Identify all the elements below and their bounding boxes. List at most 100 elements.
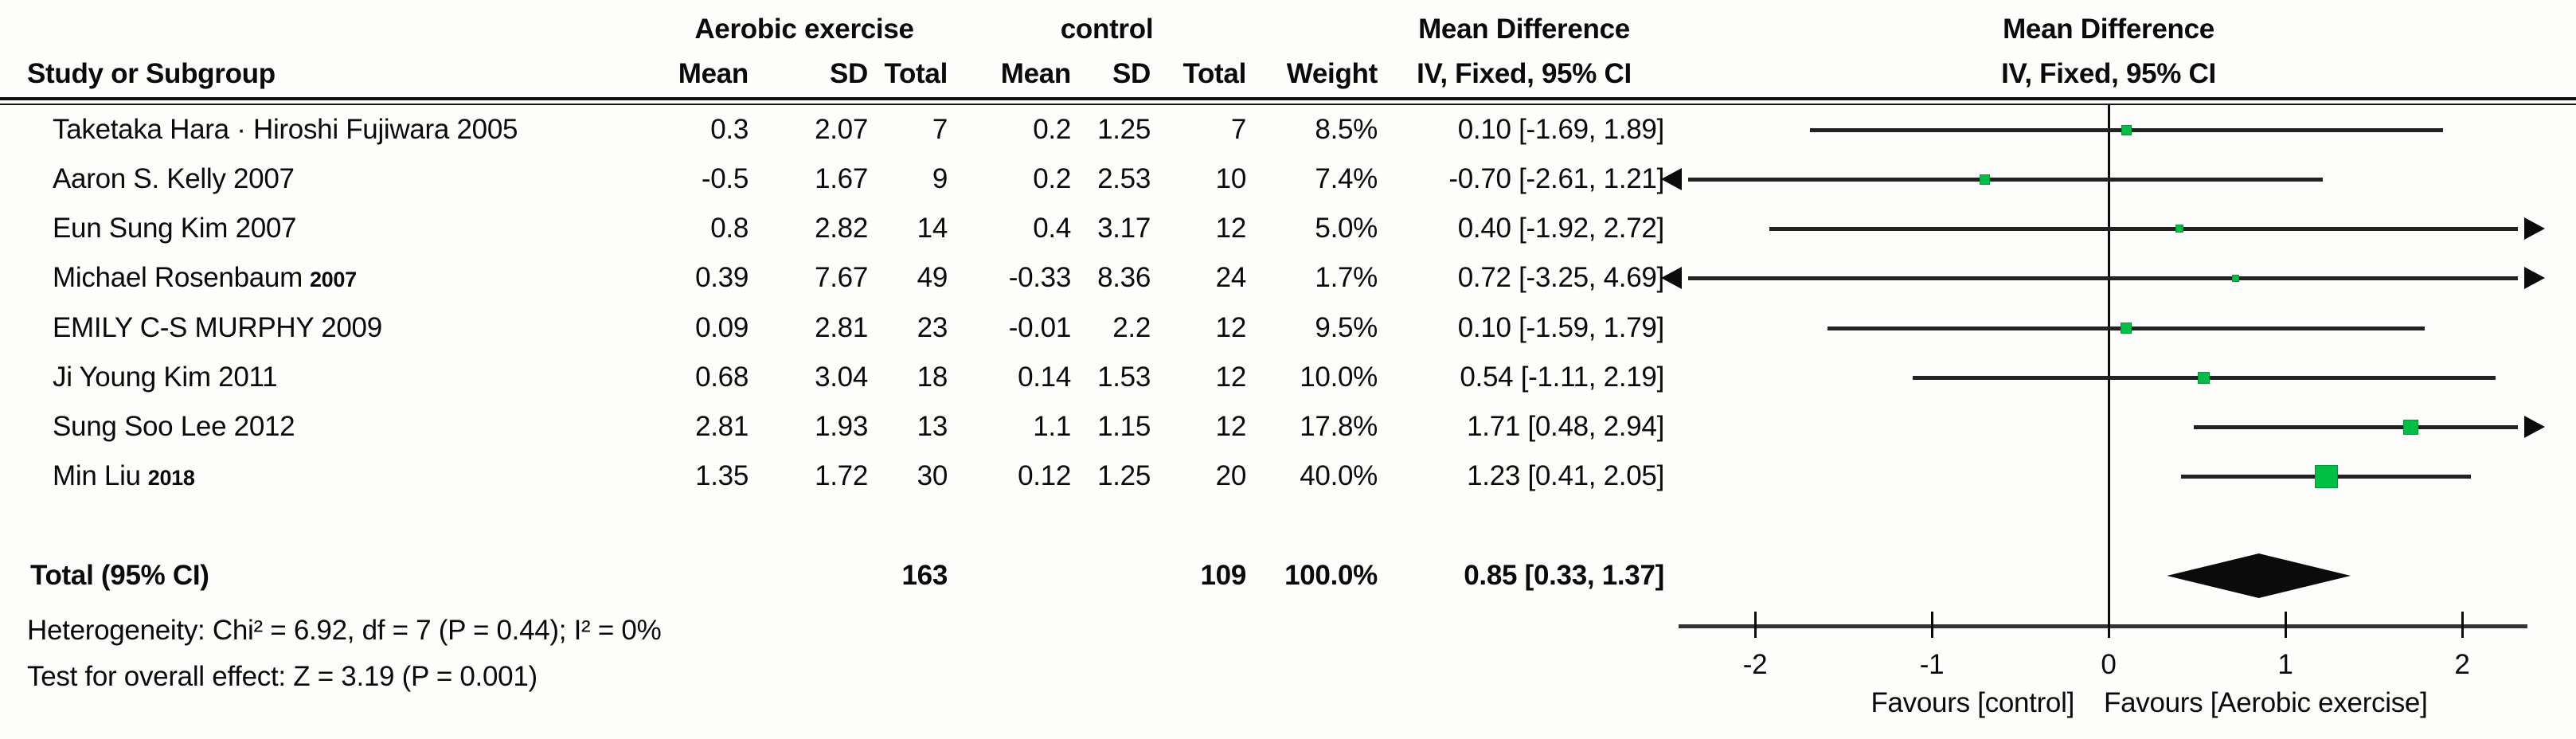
ci-line — [1769, 226, 2518, 231]
weight-square-marker — [2403, 419, 2419, 435]
mean2-value: -0.01 — [1008, 312, 1072, 343]
total2-value: 12 — [1215, 411, 1247, 442]
group1-mean-header: Mean — [678, 58, 749, 89]
weight-value: 40.0% — [1300, 460, 1378, 491]
ci-arrow-left-icon — [1661, 267, 1682, 289]
axis-tick-label: -1 — [1919, 649, 1945, 680]
weight-square-marker — [2232, 274, 2240, 282]
study-label: Ji Young Kim 2011 — [53, 362, 278, 393]
ci-value: 1.23 [0.41, 2.05] — [1467, 460, 1664, 491]
sd2-value: 2.2 — [1112, 312, 1151, 343]
study-label: Taketaka Hara · Hiroshi Fujiwara 2005 — [53, 114, 518, 145]
group2-mean-header: Mean — [1000, 58, 1072, 89]
mean2-value: 0.2 — [1033, 114, 1071, 145]
mean1-value: 0.8 — [710, 213, 749, 244]
study-label: EMILY C-S MURPHY 2009 — [53, 312, 382, 343]
sd1-value: 3.04 — [815, 362, 868, 393]
axis-tick-label: 2 — [2454, 649, 2470, 680]
sd2-value: 1.25 — [1097, 114, 1151, 145]
weight-square-marker — [2121, 323, 2132, 334]
axis-tick — [1930, 612, 1933, 638]
mean2-value: 0.4 — [1033, 213, 1071, 244]
sd2-value: 1.15 — [1097, 411, 1151, 442]
table-row: Taketaka Hara · Hiroshi Fujiwara 2005 0.… — [0, 111, 2576, 148]
weight-square-marker — [1980, 174, 1991, 185]
mean1-value: 0.09 — [695, 312, 749, 343]
axis-tick — [2461, 612, 2464, 638]
axis-tick-label: -2 — [1742, 649, 1768, 680]
total2-value: 12 — [1215, 312, 1247, 343]
overall-effect-stat: Test for overall effect: Z = 3.19 (P = 0… — [27, 661, 537, 692]
sd1-value: 2.07 — [815, 114, 868, 145]
ci-line — [1688, 177, 2323, 182]
weight-value: 7.4% — [1315, 163, 1378, 194]
sd1-value: 7.67 — [815, 262, 868, 293]
table-row: Michael Rosenbaum 2007 0.39 7.67 49 -0.33… — [0, 260, 2576, 296]
favours-left-label: Favours [control] — [1870, 687, 2074, 718]
table-row: Min Liu 2018 1.35 1.72 30 0.12 1.25 20 40… — [0, 458, 2576, 495]
mean2-value: 0.12 — [1018, 460, 1071, 491]
header-divider-rule — [0, 97, 2576, 105]
table-row: Aaron S. Kelly 2007 -0.5 1.67 9 0.2 2.53… — [0, 161, 2576, 197]
ci-value: 0.54 [-1.11, 2.19] — [1460, 362, 1664, 393]
sd1-value: 1.67 — [815, 163, 868, 194]
total1-value: 23 — [917, 312, 948, 343]
plot-title: Mean Difference — [2003, 14, 2214, 45]
weight-value: 1.7% — [1315, 262, 1378, 293]
mean1-value: -0.5 — [701, 163, 749, 194]
weight-value: 5.0% — [1315, 213, 1378, 244]
ci-value: 1.71 [0.48, 2.94] — [1467, 411, 1664, 442]
total1-value: 13 — [917, 411, 948, 442]
ci-arrow-right-icon — [2524, 267, 2545, 289]
table-row: Eun Sung Kim 2007 0.8 2.82 14 0.4 3.17 1… — [0, 210, 2576, 247]
total-ci: 0.85 [0.33, 1.37] — [1464, 560, 1664, 591]
axis-tick-label: 0 — [2101, 649, 2117, 680]
sd2-value: 2.53 — [1097, 163, 1151, 194]
axis-tick — [2284, 612, 2287, 638]
axis-tick-label: 1 — [2277, 649, 2293, 680]
group1-sd-header: SD — [829, 58, 868, 89]
total-label: Total (95% CI) — [30, 560, 209, 591]
weight-value: 17.8% — [1300, 411, 1378, 442]
study-label: Aaron S. Kelly 2007 — [53, 163, 295, 194]
study-column-header: Study or Subgroup — [27, 58, 276, 89]
mean1-value: 1.35 — [695, 460, 749, 491]
ci-value: 0.40 [-1.92, 2.72] — [1457, 213, 1665, 244]
sd1-value: 2.81 — [815, 312, 868, 343]
total2-value: 7 — [1230, 114, 1246, 145]
mean1-value: 0.68 — [695, 362, 749, 393]
axis-tick — [2107, 612, 2110, 638]
sd2-value: 1.25 — [1097, 460, 1151, 491]
mean1-value: 2.81 — [695, 411, 749, 442]
study-label: Sung Soo Lee 2012 — [53, 411, 295, 442]
mean2-value: 0.2 — [1033, 163, 1071, 194]
study-label: Min Liu 2018 — [53, 460, 195, 491]
sd2-value: 3.17 — [1097, 213, 1151, 244]
weight-value: 10.0% — [1300, 362, 1378, 393]
weight-square-marker — [2121, 124, 2132, 135]
mean1-value: 0.3 — [710, 114, 749, 145]
weight-square-marker — [2314, 464, 2338, 488]
ci-line — [1688, 276, 2518, 280]
favours-right-label: Favours [Aerobic exercise] — [2104, 687, 2428, 718]
total1-value: 30 — [917, 460, 948, 491]
sd2-value: 8.36 — [1097, 262, 1151, 293]
total-weight: 100.0% — [1284, 560, 1378, 591]
total1-value: 7 — [932, 114, 948, 145]
total2-value: 24 — [1215, 262, 1247, 293]
weight-square-marker — [2198, 371, 2211, 384]
axis-tick — [1753, 612, 1757, 638]
total2-value: 10 — [1215, 163, 1247, 194]
total-row: Total (95% CI) 163 109 100.0% 0.85 [0.33… — [0, 557, 2576, 594]
mean2-value: -0.33 — [1008, 262, 1072, 293]
total1-value: 18 — [917, 362, 948, 393]
ci-value: 0.10 [-1.59, 1.79] — [1457, 312, 1665, 343]
weight-value: 9.5% — [1315, 312, 1378, 343]
table-row: Sung Soo Lee 2012 2.81 1.93 13 1.1 1.15 … — [0, 409, 2576, 445]
sd1-value: 1.93 — [815, 411, 868, 442]
total1-value: 49 — [917, 262, 948, 293]
study-label: Eun Sung Kim 2007 — [53, 213, 297, 244]
study-label: Michael Rosenbaum 2007 — [53, 262, 357, 293]
ci-value: -0.70 [-2.61, 1.21] — [1448, 163, 1664, 194]
